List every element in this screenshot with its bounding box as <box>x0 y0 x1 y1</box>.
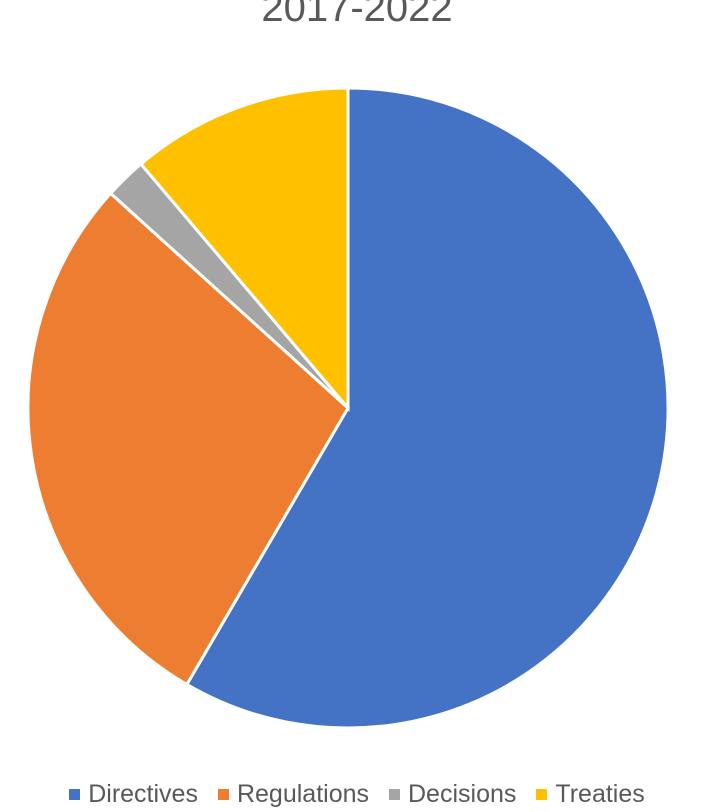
legend: Directives Regulations Decisions Treaties <box>0 780 714 809</box>
pie-slice-directives <box>184 86 670 730</box>
legend-swatch <box>389 789 400 800</box>
legend-item-decisions: Decisions <box>389 780 516 809</box>
legend-swatch <box>69 789 81 800</box>
legend-swatch <box>217 789 229 800</box>
legend-item-directives: Directives <box>69 780 198 809</box>
legend-label: Treaties <box>555 780 645 808</box>
pie-slice-regulations <box>26 191 350 687</box>
legend-item-treaties: Treaties <box>536 780 645 809</box>
chart-title: 2017-2022 <box>261 0 453 30</box>
legend-label: Decisions <box>408 780 517 808</box>
legend-swatch <box>536 789 548 800</box>
legend-label: Directives <box>88 780 198 808</box>
legend-item-regulations: Regulations <box>217 780 369 809</box>
pie-slice-treaties <box>138 86 350 413</box>
legend-label: Regulations <box>236 780 369 808</box>
